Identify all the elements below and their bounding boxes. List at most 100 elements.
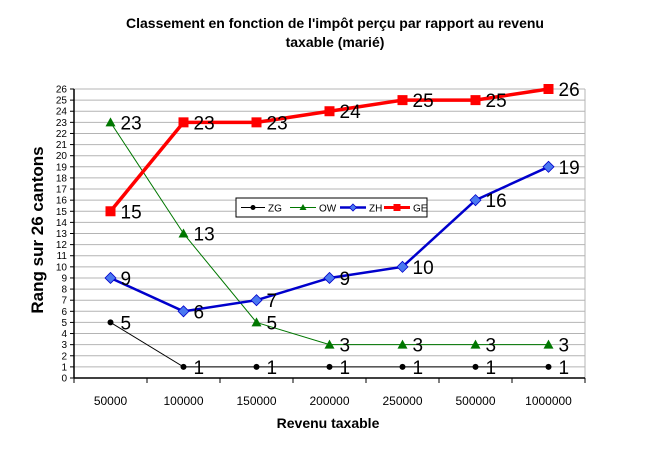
data-label: 23 bbox=[267, 113, 288, 134]
y-tick-label: 6 bbox=[61, 307, 67, 318]
data-label: 6 bbox=[194, 302, 205, 323]
data-label: 10 bbox=[413, 258, 434, 279]
chart-title-line-1: Classement en fonction de l'impôt perçu … bbox=[126, 15, 544, 31]
square-marker-icon bbox=[251, 117, 262, 128]
square-marker-icon bbox=[105, 206, 116, 217]
data-label: 15 bbox=[121, 202, 142, 223]
x-tick-label: 250000 bbox=[382, 394, 422, 408]
series-zh: 9 6 7 9 10 16 19 bbox=[104, 158, 580, 323]
series-ow: 23 13 5 3 3 3 3 bbox=[105, 113, 570, 357]
legend-item-ge: GE bbox=[384, 204, 428, 215]
diamond-marker-icon bbox=[177, 305, 190, 318]
data-label: 9 bbox=[121, 269, 132, 290]
legend-label: GE bbox=[413, 204, 428, 215]
legend: ZG OW ZH GE bbox=[235, 197, 428, 218]
legend-box bbox=[235, 197, 428, 218]
y-tick-label: 14 bbox=[56, 218, 68, 229]
y-tick-label: 20 bbox=[56, 151, 68, 162]
y-tick-label: 9 bbox=[61, 273, 67, 284]
diamond-marker-icon bbox=[396, 260, 409, 273]
circle-marker-icon bbox=[472, 363, 479, 370]
axes: 0123456789101112131415161718192021222324… bbox=[56, 85, 586, 408]
data-label: 19 bbox=[559, 158, 580, 179]
chart-title-line-2: taxable (marié) bbox=[285, 34, 385, 50]
data-label: 1 bbox=[413, 358, 424, 379]
gridlines bbox=[74, 88, 586, 378]
y-tick-label: 5 bbox=[61, 318, 67, 329]
y-tick-label: 24 bbox=[56, 107, 68, 118]
triangle-marker-icon bbox=[251, 317, 262, 327]
y-tick-label: 16 bbox=[56, 196, 68, 207]
y-tick-label: 17 bbox=[56, 185, 68, 196]
y-tick-label: 10 bbox=[56, 262, 68, 273]
y-tick-label: 26 bbox=[56, 85, 68, 96]
diamond-marker-icon bbox=[542, 160, 555, 173]
circle-marker-icon bbox=[253, 363, 260, 370]
x-tick-label: 50000 bbox=[94, 394, 128, 408]
triangle-marker-icon bbox=[397, 339, 408, 349]
y-axis-label: Rang sur 26 cantons bbox=[28, 146, 47, 314]
data-label: 3 bbox=[559, 336, 570, 357]
y-tick-label: 3 bbox=[61, 340, 67, 351]
legend-label: ZH bbox=[369, 204, 382, 215]
square-marker-icon bbox=[543, 84, 554, 94]
square-marker-icon bbox=[178, 117, 189, 128]
series-line bbox=[109, 165, 550, 313]
circle-marker-icon bbox=[180, 363, 187, 370]
data-label: 23 bbox=[194, 113, 215, 134]
y-tick-label: 2 bbox=[61, 351, 67, 362]
data-label: 5 bbox=[121, 313, 132, 334]
data-label: 9 bbox=[340, 269, 351, 290]
triangle-marker-icon bbox=[178, 228, 189, 238]
data-label: 1 bbox=[194, 358, 205, 379]
data-label: 16 bbox=[486, 191, 507, 212]
y-tick-label: 19 bbox=[56, 162, 68, 173]
circle-marker-icon bbox=[107, 319, 114, 326]
y-tick-label: 12 bbox=[56, 240, 68, 251]
data-label: 24 bbox=[340, 102, 362, 123]
y-tick-label: 18 bbox=[56, 173, 68, 184]
triangle-marker-icon bbox=[543, 339, 554, 349]
y-tick-label: 8 bbox=[61, 285, 67, 296]
y-tick-label: 11 bbox=[57, 251, 68, 262]
legend-item-ow: OW bbox=[290, 204, 337, 215]
data-label: 3 bbox=[486, 336, 497, 357]
chart-title: Classement en fonction de l'impôt perçu … bbox=[0, 14, 649, 52]
y-tick-label: 13 bbox=[56, 229, 68, 240]
y-tick-label: 1 bbox=[61, 362, 67, 373]
data-label: 25 bbox=[486, 91, 507, 112]
data-label: 1 bbox=[486, 358, 497, 379]
legend-item-zh: ZH bbox=[340, 203, 382, 215]
x-tick-label: 200000 bbox=[309, 394, 349, 408]
series-ge: 15 23 23 24 25 25 26 bbox=[105, 80, 580, 223]
circle-marker-icon bbox=[250, 205, 256, 210]
legend-item-zg: ZG bbox=[241, 204, 282, 215]
square-marker-icon bbox=[470, 95, 481, 106]
diamond-marker-icon bbox=[104, 271, 117, 285]
data-label: 1 bbox=[267, 358, 278, 379]
circle-marker-icon bbox=[326, 363, 333, 370]
y-tick-label: 23 bbox=[56, 118, 68, 129]
data-label: 3 bbox=[340, 336, 351, 357]
y-tick-label: 21 bbox=[56, 140, 68, 151]
y-tick-label: 22 bbox=[56, 129, 68, 140]
series-lines: 5 1 1 1 1 1 1 23 13 5 3 3 3 3 9 6 7 9 10 16 19 15 23 23 24 25 25 26 bbox=[104, 80, 580, 379]
y-tick-label: 15 bbox=[56, 207, 68, 218]
diamond-marker-icon bbox=[250, 294, 263, 307]
circle-marker-icon bbox=[545, 363, 552, 370]
triangle-marker-icon bbox=[324, 339, 335, 349]
data-label: 1 bbox=[559, 358, 570, 379]
x-tick-label: 500000 bbox=[455, 394, 495, 408]
data-label: 13 bbox=[194, 225, 215, 246]
legend-label: OW bbox=[319, 204, 337, 215]
x-tick-label: 150000 bbox=[236, 394, 276, 408]
x-tick-label: 100000 bbox=[163, 394, 203, 408]
y-tick-label: 25 bbox=[56, 96, 68, 107]
y-tick-label: 7 bbox=[61, 296, 67, 307]
circle-marker-icon bbox=[399, 363, 406, 370]
triangle-marker-icon bbox=[299, 204, 307, 210]
data-label: 7 bbox=[267, 291, 278, 312]
data-label: 5 bbox=[267, 313, 278, 334]
legend-label: ZG bbox=[268, 204, 282, 215]
